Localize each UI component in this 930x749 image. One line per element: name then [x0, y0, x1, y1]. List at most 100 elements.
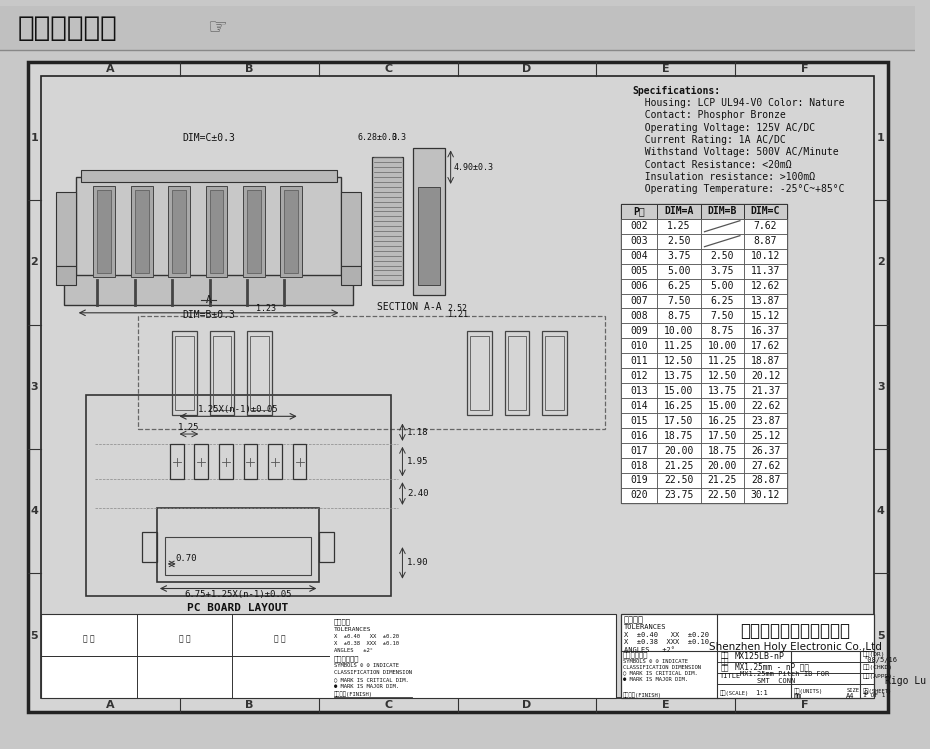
Text: ANGLES   ±2°: ANGLES ±2° — [624, 646, 675, 652]
Text: TITLE: TITLE — [720, 673, 741, 679]
Text: 1: 1 — [877, 133, 884, 143]
Text: MX1.25mm - nP 立贴: MX1.25mm - nP 立贴 — [735, 663, 809, 672]
Text: 一般公差: 一般公差 — [334, 619, 351, 625]
Text: 3.75: 3.75 — [667, 251, 691, 261]
Bar — [621, 614, 874, 698]
Text: 比例(SCALE): 比例(SCALE) — [720, 690, 750, 696]
Text: 7.50: 7.50 — [667, 296, 691, 306]
Text: 校 对: 校 对 — [274, 634, 286, 643]
Bar — [28, 62, 887, 712]
Text: X  ±0.40   XX  ±0.20: X ±0.40 XX ±0.20 — [334, 634, 399, 639]
Bar — [98, 189, 112, 273]
Text: 0: 0 — [864, 690, 868, 696]
Bar — [700, 443, 744, 458]
Text: D: D — [523, 64, 532, 74]
Text: MX125LB-nP: MX125LB-nP — [735, 652, 785, 661]
Text: 表面处理(FINISH): 表面处理(FINISH) — [334, 691, 373, 697]
Bar — [744, 413, 787, 428]
Bar — [744, 398, 787, 413]
Text: 7.62: 7.62 — [753, 221, 777, 231]
Text: 22.50: 22.50 — [708, 491, 737, 500]
Bar — [621, 383, 658, 398]
Bar — [744, 488, 787, 503]
Text: Shenzhen Holy Electronic Co.,Ltd: Shenzhen Holy Electronic Co.,Ltd — [709, 642, 882, 652]
Text: 15.00: 15.00 — [708, 401, 737, 410]
Bar — [247, 331, 272, 414]
Bar — [41, 614, 616, 698]
Text: 张数(SHEET): 张数(SHEET) — [863, 688, 892, 694]
Text: 26.37: 26.37 — [751, 446, 780, 455]
Text: 1.23: 1.23 — [256, 304, 275, 313]
Text: 11.25: 11.25 — [664, 341, 694, 351]
Bar — [418, 187, 440, 285]
Bar — [658, 234, 700, 249]
Text: 8.75: 8.75 — [711, 326, 734, 336]
Text: 10.12: 10.12 — [751, 251, 780, 261]
Text: 7.50: 7.50 — [711, 311, 734, 321]
Text: 21.37: 21.37 — [751, 386, 780, 395]
Text: 制图(DR): 制图(DR) — [863, 652, 885, 657]
Bar — [700, 458, 744, 473]
Bar — [209, 331, 234, 414]
Text: 21.25: 21.25 — [664, 461, 694, 470]
Text: 020: 020 — [631, 491, 648, 500]
Text: 27.62: 27.62 — [751, 461, 780, 470]
Text: 20.00: 20.00 — [664, 446, 694, 455]
Bar — [41, 76, 874, 698]
Bar — [744, 204, 787, 219]
Bar — [413, 148, 445, 295]
Bar — [700, 249, 744, 264]
Text: DIM=C: DIM=C — [751, 206, 780, 216]
Text: 2: 2 — [877, 258, 884, 267]
Text: ○ MARK IS CRITICAL DIM.: ○ MARK IS CRITICAL DIM. — [334, 677, 408, 682]
Bar — [75, 177, 341, 280]
Text: 审 核: 审 核 — [83, 634, 95, 643]
Bar — [244, 444, 258, 479]
Bar — [175, 336, 193, 410]
Bar — [206, 186, 227, 277]
Text: 018: 018 — [631, 461, 648, 470]
Bar — [545, 336, 564, 410]
Text: 1:1: 1:1 — [754, 690, 767, 696]
Text: 17.50: 17.50 — [708, 431, 737, 440]
Bar — [138, 316, 605, 429]
Bar — [621, 473, 658, 488]
Text: X  ±0.38  XXX  ±0.10: X ±0.38 XXX ±0.10 — [334, 641, 399, 646]
Text: mm: mm — [794, 693, 803, 699]
Bar — [700, 383, 744, 398]
Text: 2.50: 2.50 — [667, 236, 691, 246]
Bar — [0, 6, 915, 50]
Text: 016: 016 — [631, 431, 648, 440]
Text: A: A — [106, 700, 115, 709]
Bar — [621, 339, 658, 354]
Bar — [700, 294, 744, 309]
Text: 21.25: 21.25 — [708, 476, 737, 485]
Text: 3: 3 — [877, 382, 884, 392]
Bar — [621, 354, 658, 369]
Text: 23.87: 23.87 — [751, 416, 780, 425]
Text: Operating Temperature: -25°C~+85°C: Operating Temperature: -25°C~+85°C — [632, 184, 844, 194]
Text: 005: 005 — [631, 266, 648, 276]
Text: 13.87: 13.87 — [751, 296, 780, 306]
Bar — [658, 354, 700, 369]
Text: 核准(APPD): 核准(APPD) — [863, 673, 893, 679]
Text: 16.37: 16.37 — [751, 326, 780, 336]
Bar — [658, 264, 700, 279]
Text: ☞: ☞ — [206, 18, 227, 38]
Text: 检验尺寸标示: 检验尺寸标示 — [623, 651, 648, 658]
Bar — [658, 428, 700, 443]
Bar — [621, 219, 658, 234]
Text: 20.12: 20.12 — [751, 371, 780, 380]
Text: E: E — [662, 700, 670, 709]
Bar — [744, 324, 787, 339]
Text: 检验尺寸标示: 检验尺寸标示 — [334, 655, 359, 662]
Bar — [194, 444, 208, 479]
Text: 6.25: 6.25 — [667, 281, 691, 291]
Text: F: F — [801, 700, 808, 709]
Text: 16.25: 16.25 — [708, 416, 737, 425]
Text: 4: 4 — [31, 506, 38, 516]
Text: 17.62: 17.62 — [751, 341, 780, 351]
Text: C: C — [384, 700, 392, 709]
Text: 6.25: 6.25 — [711, 296, 734, 306]
Text: DIM=C±0.3: DIM=C±0.3 — [182, 133, 235, 142]
